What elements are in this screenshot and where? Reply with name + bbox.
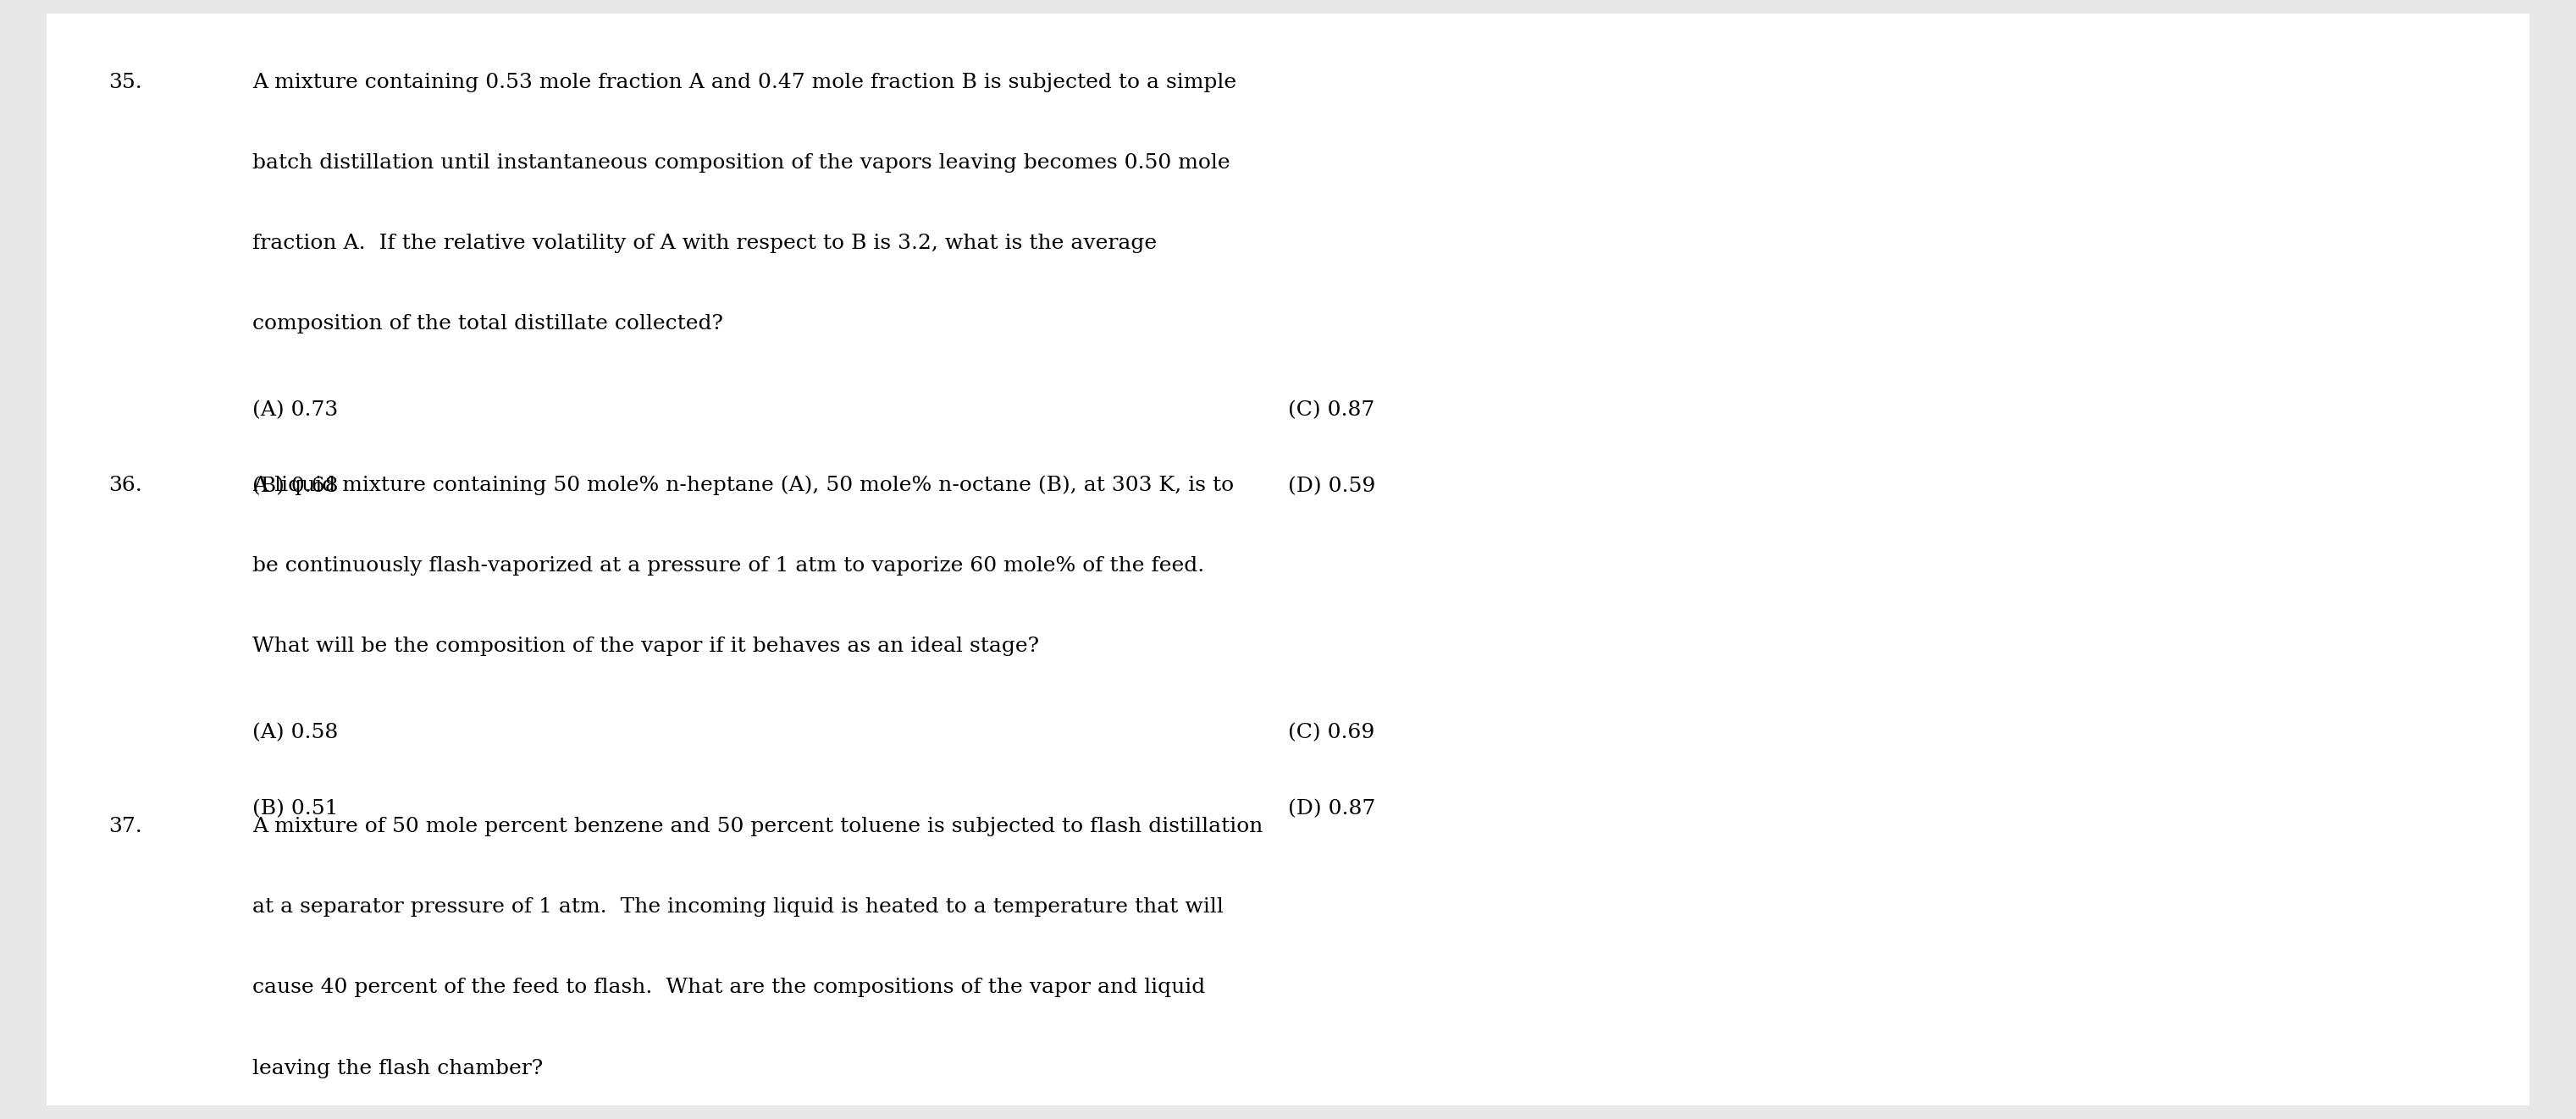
Text: (B) 0.51: (B) 0.51	[252, 799, 337, 818]
Text: fraction A.  If the relative volatility of A with respect to B is 3.2, what is t: fraction A. If the relative volatility o…	[252, 234, 1157, 253]
Text: at a separator pressure of 1 atm.  The incoming liquid is heated to a temperatur: at a separator pressure of 1 atm. The in…	[252, 897, 1224, 916]
Text: A mixture of 50 mole percent benzene and 50 percent toluene is subjected to flas: A mixture of 50 mole percent benzene and…	[252, 817, 1262, 836]
Text: (D) 0.59: (D) 0.59	[1288, 477, 1376, 496]
FancyBboxPatch shape	[46, 13, 2530, 1106]
Text: leaving the flash chamber?: leaving the flash chamber?	[252, 1059, 544, 1078]
Text: cause 40 percent of the feed to flash.  What are the compositions of the vapor a: cause 40 percent of the feed to flash. W…	[252, 978, 1206, 997]
Text: A liquid mixture containing 50 mole% n-heptane (A), 50 mole% n-octane (B), at 30: A liquid mixture containing 50 mole% n-h…	[252, 476, 1234, 496]
Text: (A) 0.58: (A) 0.58	[252, 723, 337, 742]
Text: (B) 0.68: (B) 0.68	[252, 477, 337, 496]
Text: be continuously flash-vaporized at a pressure of 1 atm to vaporize 60 mole% of t: be continuously flash-vaporized at a pre…	[252, 556, 1206, 575]
Text: (D) 0.87: (D) 0.87	[1288, 799, 1376, 818]
Text: What will be the composition of the vapor if it behaves as an ideal stage?: What will be the composition of the vapo…	[252, 637, 1038, 656]
Text: 36.: 36.	[108, 476, 142, 495]
Text: composition of the total distillate collected?: composition of the total distillate coll…	[252, 314, 724, 333]
Text: 35.: 35.	[108, 73, 142, 92]
Text: 37.: 37.	[108, 817, 142, 836]
Text: (C) 0.87: (C) 0.87	[1288, 401, 1376, 420]
Text: (A) 0.73: (A) 0.73	[252, 401, 337, 420]
Text: A mixture containing 0.53 mole fraction A and 0.47 mole fraction B is subjected : A mixture containing 0.53 mole fraction …	[252, 73, 1236, 92]
Text: (C) 0.69: (C) 0.69	[1288, 723, 1376, 742]
Text: batch distillation until instantaneous composition of the vapors leaving becomes: batch distillation until instantaneous c…	[252, 153, 1231, 172]
